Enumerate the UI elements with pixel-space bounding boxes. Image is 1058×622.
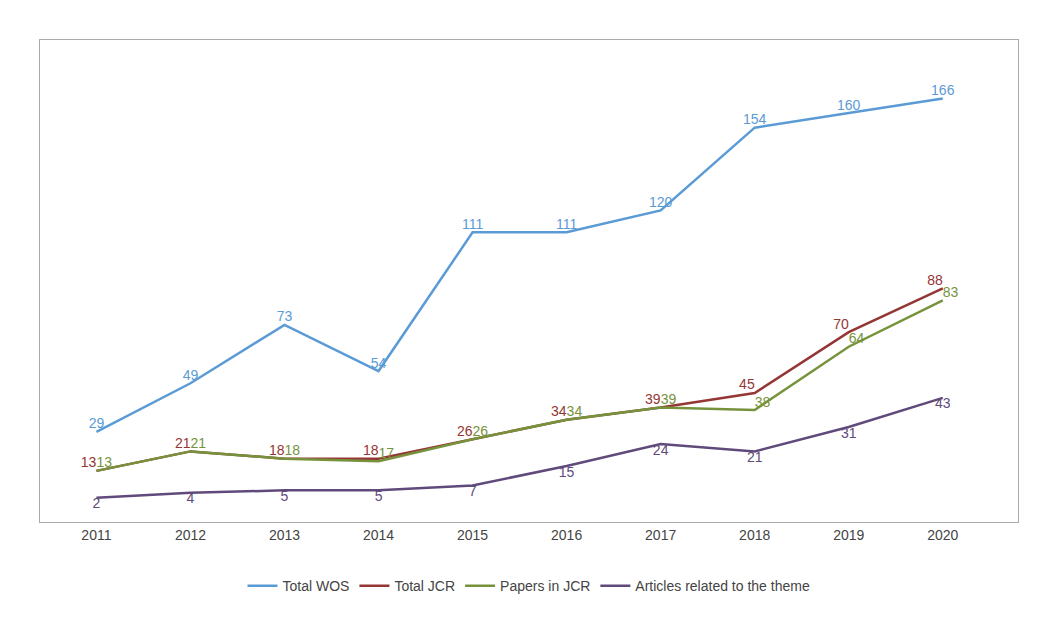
svg-text:2016: 2016 (551, 527, 582, 543)
svg-text:34: 34 (551, 403, 567, 419)
svg-text:21: 21 (175, 435, 191, 451)
svg-text:166: 166 (931, 82, 955, 98)
svg-text:39: 39 (661, 391, 677, 407)
svg-text:2013: 2013 (269, 527, 300, 543)
svg-text:2018: 2018 (739, 527, 770, 543)
svg-text:120: 120 (649, 194, 673, 210)
svg-text:2019: 2019 (833, 527, 864, 543)
svg-text:18: 18 (269, 442, 285, 458)
svg-text:2011: 2011 (81, 527, 111, 543)
svg-text:38: 38 (755, 394, 771, 410)
svg-text:Total JCR: Total JCR (394, 578, 455, 594)
svg-text:49: 49 (183, 367, 199, 383)
svg-text:7: 7 (469, 483, 477, 499)
svg-text:5: 5 (281, 488, 289, 504)
svg-text:83: 83 (943, 284, 959, 300)
svg-text:39: 39 (645, 391, 661, 407)
svg-text:21: 21 (190, 435, 206, 451)
svg-text:5: 5 (375, 488, 383, 504)
svg-text:54: 54 (371, 355, 387, 371)
svg-text:45: 45 (739, 376, 755, 392)
svg-text:17: 17 (379, 445, 395, 461)
svg-text:13: 13 (81, 454, 97, 470)
svg-text:18: 18 (285, 442, 301, 458)
svg-text:2015: 2015 (457, 527, 488, 543)
svg-text:26: 26 (457, 423, 473, 439)
svg-text:2014: 2014 (363, 527, 394, 543)
svg-text:70: 70 (833, 316, 849, 332)
svg-text:29: 29 (89, 415, 105, 431)
svg-text:4: 4 (187, 490, 195, 506)
svg-text:43: 43 (935, 395, 951, 411)
svg-text:21: 21 (747, 449, 763, 465)
svg-text:34: 34 (567, 403, 583, 419)
svg-text:Total WOS: Total WOS (283, 578, 350, 594)
svg-text:88: 88 (927, 272, 943, 288)
svg-text:31: 31 (841, 425, 857, 441)
svg-text:64: 64 (849, 330, 865, 346)
svg-text:2: 2 (93, 495, 101, 511)
svg-text:160: 160 (837, 97, 861, 113)
svg-text:154: 154 (743, 111, 767, 127)
svg-text:111: 111 (462, 216, 483, 232)
svg-text:Papers in JCR: Papers in JCR (500, 578, 590, 594)
svg-text:18: 18 (363, 442, 379, 458)
svg-text:2020: 2020 (927, 527, 958, 543)
svg-text:111: 111 (556, 216, 577, 232)
svg-text:73: 73 (277, 308, 293, 324)
svg-text:Articles related to the theme: Articles related to the theme (635, 578, 810, 594)
svg-text:24: 24 (653, 442, 669, 458)
svg-text:26: 26 (473, 423, 489, 439)
svg-text:15: 15 (559, 464, 575, 480)
svg-text:2012: 2012 (175, 527, 206, 543)
svg-text:13: 13 (96, 454, 112, 470)
svg-text:2017: 2017 (645, 527, 676, 543)
